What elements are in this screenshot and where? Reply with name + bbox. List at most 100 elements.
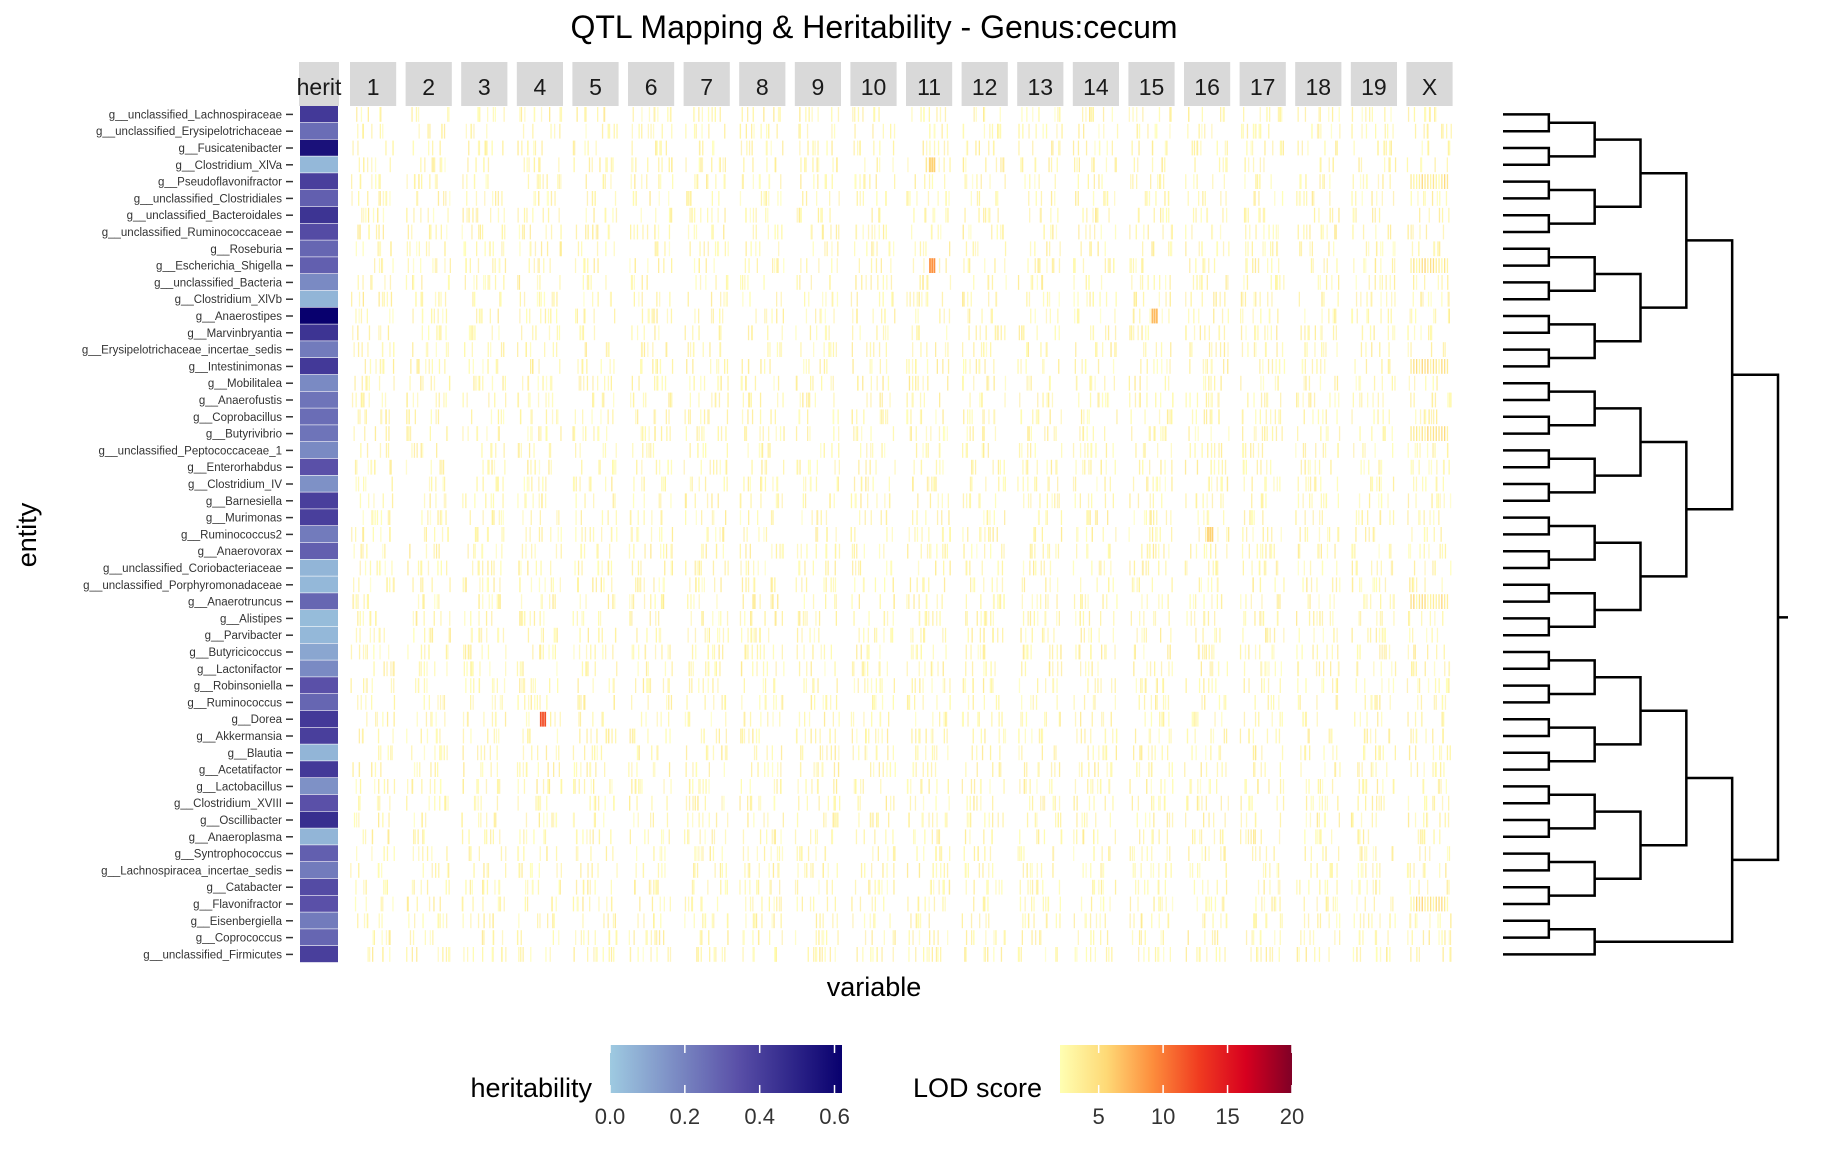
lod-cell: [803, 359, 805, 374]
lod-cell: [589, 527, 591, 542]
lod-cell: [1331, 577, 1334, 593]
lod-cell: [1001, 543, 1003, 559]
lod-cell: [641, 342, 643, 357]
lod-cell: [1351, 543, 1353, 559]
lod-cell: [764, 476, 767, 492]
lod-cell: [651, 308, 653, 324]
lod-cell: [689, 342, 692, 357]
lod-cell: [1415, 476, 1418, 492]
lod-cell: [1060, 661, 1063, 677]
lod-cell: [934, 123, 936, 139]
lod-cell: [470, 325, 472, 341]
lod-cell: [378, 291, 380, 307]
lod-cell: [499, 577, 501, 593]
lod-cell: [520, 107, 523, 122]
lod-cell: [1027, 644, 1029, 660]
lod-cell: [1162, 224, 1164, 240]
lod-cell: [1337, 527, 1339, 542]
lod-cell: [648, 678, 650, 693]
lod-cell: [1077, 291, 1079, 307]
lod-cell: [1079, 426, 1081, 441]
lod-cell: [872, 241, 875, 257]
lod-cell: [356, 107, 358, 122]
lod-cell: [870, 375, 872, 391]
lod-cell: [1194, 443, 1196, 458]
lod-cell: [1444, 359, 1446, 374]
lod-cell: [800, 207, 802, 223]
lod-cell: [363, 157, 365, 173]
lod-cell: [1442, 342, 1445, 357]
lod-cell: [1421, 157, 1423, 173]
lod-cell: [889, 493, 891, 509]
lod-cell: [907, 191, 909, 206]
lod-cell: [744, 426, 746, 441]
lod-cell: [663, 577, 665, 593]
lod-cell: [1170, 107, 1172, 122]
lod-cell: [1419, 443, 1421, 458]
lod-cell: [466, 392, 468, 408]
lod-cell: [777, 493, 780, 509]
lod-cell: [1185, 224, 1187, 240]
lod-cell: [918, 611, 920, 626]
lod-cell: [818, 157, 820, 173]
lod-cell: [798, 560, 800, 576]
lod-cell: [1055, 459, 1057, 475]
lod-cell: [1406, 157, 1409, 173]
lod-cell: [658, 157, 660, 173]
lod-cell: [1105, 459, 1107, 475]
lod-cell: [1052, 661, 1054, 677]
lod-cell: [486, 527, 489, 542]
lod-cell: [528, 157, 530, 173]
lod-cell: [420, 577, 422, 593]
lod-cell: [615, 207, 618, 223]
lod-cell: [1073, 291, 1075, 307]
lod-cell: [924, 207, 926, 223]
lod-cell: [534, 241, 537, 257]
lod-cell: [357, 140, 359, 156]
lod-cell: [1034, 443, 1036, 458]
lod-cell: [962, 493, 965, 509]
lod-cell: [1438, 510, 1440, 525]
lod-cell: [923, 107, 925, 122]
lod-cell: [658, 174, 660, 189]
lod-cell: [890, 258, 892, 273]
lod-cell: [1024, 174, 1026, 189]
lod-cell: [1315, 476, 1317, 492]
lod-cell: [703, 426, 705, 441]
lod-cell: [417, 359, 419, 374]
lod-cell: [1447, 392, 1449, 408]
lod-cell: [436, 174, 438, 189]
lod-cell: [815, 527, 817, 542]
lod-cell: [576, 611, 578, 626]
lod-cell: [420, 560, 422, 576]
lod-cell: [906, 392, 908, 408]
lod-cell: [375, 359, 377, 374]
lod-cell: [803, 594, 805, 609]
lod-cell: [1435, 359, 1437, 374]
heritability-cell: [300, 794, 338, 811]
lod-cell: [1054, 174, 1056, 189]
lod-cell: [1437, 241, 1439, 257]
lod-cell: [500, 291, 502, 307]
panel-label-18: 18: [1306, 74, 1332, 100]
lod-cell: [1163, 174, 1165, 189]
lod-cell: [807, 426, 809, 441]
lod-cell: [821, 375, 823, 391]
lod-cell: [798, 207, 800, 223]
lod-cell: [692, 342, 695, 357]
lod-cell: [985, 476, 987, 492]
lod-cell: [1190, 291, 1192, 307]
lod-cell: [604, 375, 606, 391]
lod-cell: [538, 577, 541, 593]
lod-cell: [832, 342, 835, 357]
lod-cell: [1258, 560, 1260, 576]
lod-cell: [878, 224, 880, 240]
lod-cell: [1167, 644, 1169, 660]
lod-cell: [712, 140, 714, 156]
lod-cell: [892, 611, 894, 626]
lod-cell: [1380, 241, 1382, 257]
lod-cell: [1316, 611, 1318, 626]
lod-cell: [1260, 493, 1263, 509]
lod-cell: [1185, 493, 1187, 509]
lod-cell: [795, 325, 797, 341]
